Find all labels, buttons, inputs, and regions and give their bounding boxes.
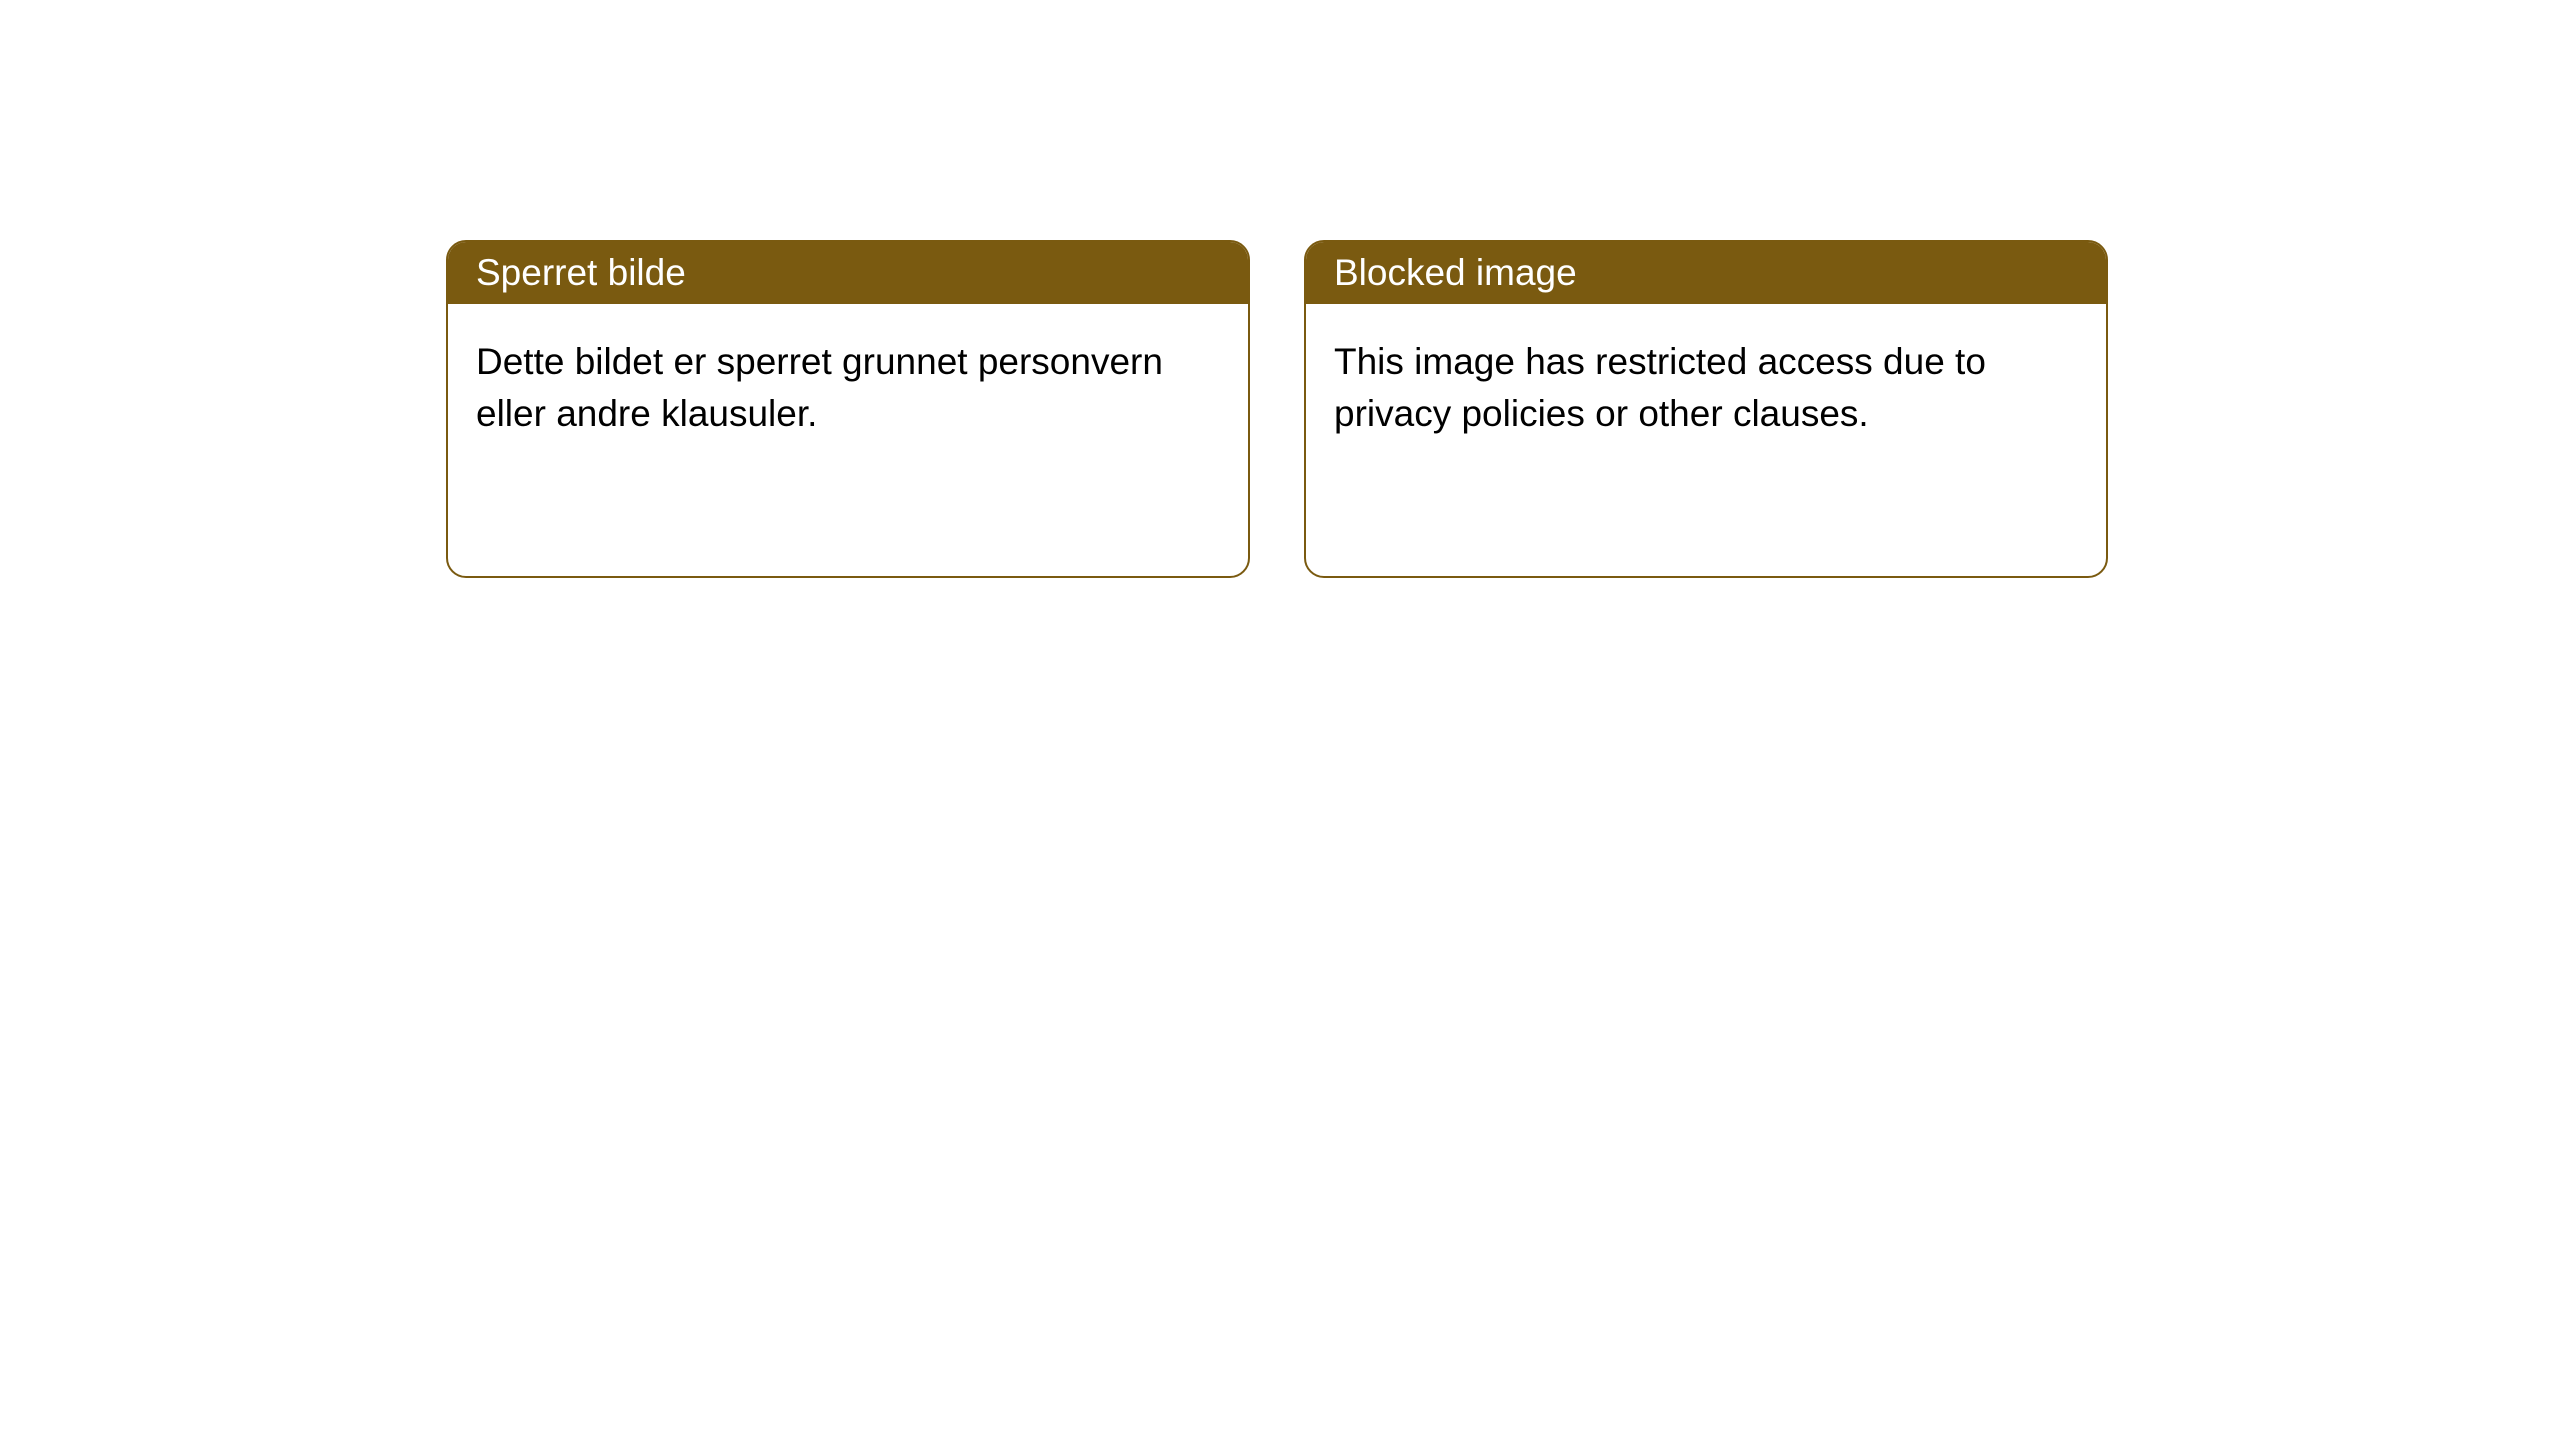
card-body: Dette bildet er sperret grunnet personve… <box>448 304 1248 472</box>
notice-container: Sperret bilde Dette bildet er sperret gr… <box>0 0 2560 578</box>
card-header: Blocked image <box>1306 242 2106 304</box>
card-body: This image has restricted access due to … <box>1306 304 2106 472</box>
notice-card-norwegian: Sperret bilde Dette bildet er sperret gr… <box>446 240 1250 578</box>
card-body-text: This image has restricted access due to … <box>1334 341 1986 434</box>
card-body-text: Dette bildet er sperret grunnet personve… <box>476 341 1163 434</box>
card-title: Sperret bilde <box>476 252 686 294</box>
card-header: Sperret bilde <box>448 242 1248 304</box>
notice-card-english: Blocked image This image has restricted … <box>1304 240 2108 578</box>
card-title: Blocked image <box>1334 252 1577 294</box>
